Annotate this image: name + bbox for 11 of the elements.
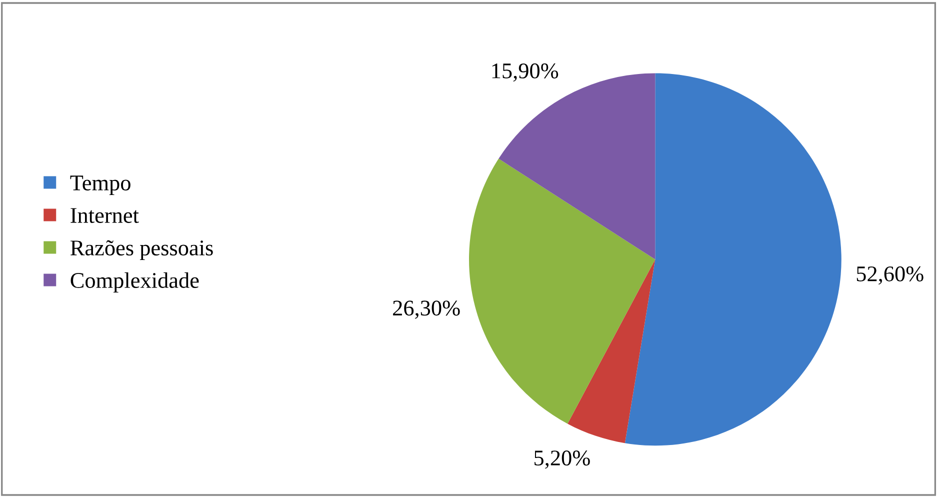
legend-label: Complexidade	[70, 272, 199, 292]
pie-slice	[568, 259, 656, 444]
legend-label: Razões pessoais	[70, 240, 213, 260]
data-label: 52,60%	[856, 266, 924, 285]
legend-label: Internet	[70, 208, 139, 223]
pie-slice	[624, 73, 842, 446]
data-label: 5,20%	[534, 450, 590, 469]
legend-label: Tempo	[70, 176, 130, 195]
pie-slice	[469, 158, 656, 424]
data-label: 26,30%	[393, 300, 460, 319]
data-label: 15,90%	[492, 63, 558, 82]
